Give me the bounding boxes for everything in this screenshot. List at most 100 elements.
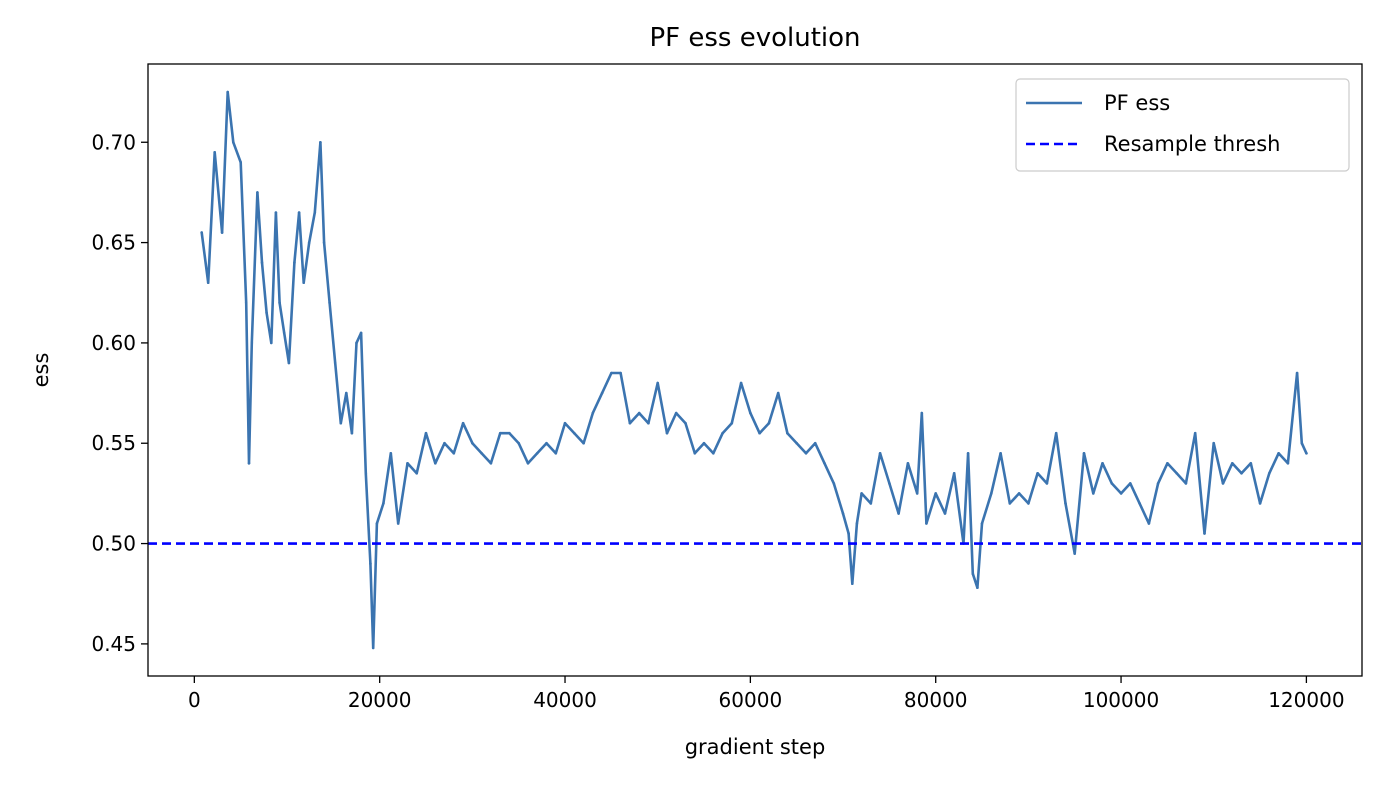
data-point-pf-ess — [355, 341, 358, 345]
data-point-pf-ess — [1212, 441, 1215, 445]
data-point-pf-ess — [920, 411, 924, 415]
data-point-pf-ess — [786, 431, 789, 435]
data-point-pf-ess — [841, 512, 845, 515]
data-point-pf-ess — [1138, 502, 1141, 505]
data-point-pf-ess — [307, 241, 311, 244]
axes-frame — [147, 63, 1363, 677]
data-point-pf-ess — [674, 411, 678, 415]
data-point-pf-ess — [591, 411, 595, 415]
data-point-pf-ess — [971, 572, 975, 575]
data-point-pf-ess — [906, 462, 910, 465]
data-point-pf-ess — [767, 421, 771, 425]
data-point-pf-ess — [693, 452, 697, 455]
x-tick-label: 100000 — [1083, 688, 1159, 712]
data-point-pf-ess — [256, 191, 259, 194]
data-point-pf-ess — [265, 311, 268, 315]
x-tick-label: 40000 — [533, 688, 597, 712]
data-point-pf-ess — [851, 582, 854, 585]
data-point-pf-ess — [1193, 431, 1197, 435]
data-point-pf-ess — [1277, 452, 1280, 455]
data-point-pf-ess — [758, 431, 761, 435]
data-point-pf-ess — [1101, 462, 1104, 465]
data-point-pf-ess — [554, 452, 558, 455]
data-point-pf-ess — [897, 512, 900, 515]
data-point-pf-ess — [1054, 431, 1058, 435]
data-point-pf-ess — [1017, 492, 1021, 495]
data-point-pf-ess — [1286, 462, 1290, 465]
x-tick-label: 0 — [188, 688, 201, 712]
data-point-pf-ess — [804, 452, 808, 455]
data-point-pf-ess — [1156, 482, 1160, 485]
data-point-pf-ess — [915, 492, 919, 495]
data-point-pf-ess — [999, 452, 1002, 455]
data-point-pf-ess — [1305, 452, 1308, 455]
data-point-pf-ess — [823, 462, 826, 465]
data-point-pf-ess — [206, 281, 210, 285]
data-point-pf-ess — [350, 431, 354, 435]
x-axis-title: gradient step — [685, 735, 826, 759]
data-point-pf-ess — [966, 452, 970, 455]
data-point-pf-ess — [319, 141, 322, 144]
data-point-pf-ess — [247, 462, 251, 465]
data-point-pf-ess — [293, 261, 296, 264]
data-point-pf-ess — [1082, 452, 1086, 455]
y-tick-label: 0.45 — [91, 632, 136, 656]
legend-label-resample-thresh: Resample thresh — [1104, 132, 1280, 156]
data-point-pf-ess — [389, 452, 393, 455]
data-point-pf-ess — [517, 441, 520, 445]
data-point-pf-ess — [1231, 462, 1234, 465]
data-point-pf-ess — [508, 431, 511, 435]
x-tick-label: 120000 — [1268, 688, 1344, 712]
data-point-pf-ess — [375, 522, 379, 525]
legend-label-pf-ess: PF ess — [1104, 91, 1170, 115]
data-point-pf-ess — [1147, 522, 1151, 525]
x-tick-label: 20000 — [348, 688, 412, 712]
data-point-pf-ess — [1036, 472, 1039, 475]
legend: PF ess Resample thresh — [1015, 78, 1350, 172]
data-point-pf-ess — [226, 90, 229, 94]
data-point-pf-ess — [278, 301, 281, 305]
data-point-pf-ess — [647, 421, 650, 425]
data-point-pf-ess — [1119, 492, 1123, 495]
data-point-pf-ess — [220, 231, 224, 234]
x-tick-label: 60000 — [719, 688, 783, 712]
data-point-pf-ess — [656, 381, 659, 385]
data-point-pf-ess — [287, 361, 291, 365]
data-point-pf-ess — [1045, 482, 1049, 485]
data-point-pf-ess — [610, 371, 613, 375]
data-point-pf-ess — [297, 211, 301, 214]
y-tick-label: 0.60 — [91, 331, 136, 355]
data-point-pf-ess — [637, 411, 641, 415]
data-point-pf-ess — [480, 452, 483, 455]
chart-title: PF ess evolution — [649, 23, 860, 53]
data-point-pf-ess — [313, 211, 317, 214]
data-point-pf-ess — [434, 462, 437, 465]
data-point-pf-ess — [878, 452, 882, 455]
data-point-pf-ess — [1092, 492, 1095, 495]
x-tick-label: 80000 — [904, 688, 968, 712]
data-point-pf-ess — [322, 241, 326, 244]
data-point-pf-ess — [328, 301, 331, 305]
data-point-pf-ess — [200, 231, 203, 234]
data-point-pf-ess — [749, 411, 752, 415]
data-point-pf-ess — [359, 331, 363, 335]
legend-box — [1015, 78, 1350, 172]
data-point-pf-ess — [1166, 462, 1169, 465]
data-point-pf-ess — [721, 431, 724, 435]
data-point-pf-ess — [934, 492, 937, 495]
data-point-pf-ess — [855, 522, 859, 525]
y-axis-title: ess — [29, 353, 53, 388]
data-point-pf-ess — [847, 532, 850, 535]
data-point-pf-ess — [952, 472, 956, 475]
data-point-pf-ess — [582, 441, 585, 445]
data-point-pf-ess — [302, 281, 306, 285]
data-point-pf-ess — [1240, 472, 1243, 475]
data-point-pf-ess — [545, 441, 548, 445]
data-point-pf-ess — [888, 482, 891, 485]
data-point-pf-ess — [339, 421, 343, 425]
data-point-pf-ess — [739, 381, 743, 385]
data-point-pf-ess — [443, 441, 446, 445]
data-point-pf-ess — [1064, 502, 1067, 505]
